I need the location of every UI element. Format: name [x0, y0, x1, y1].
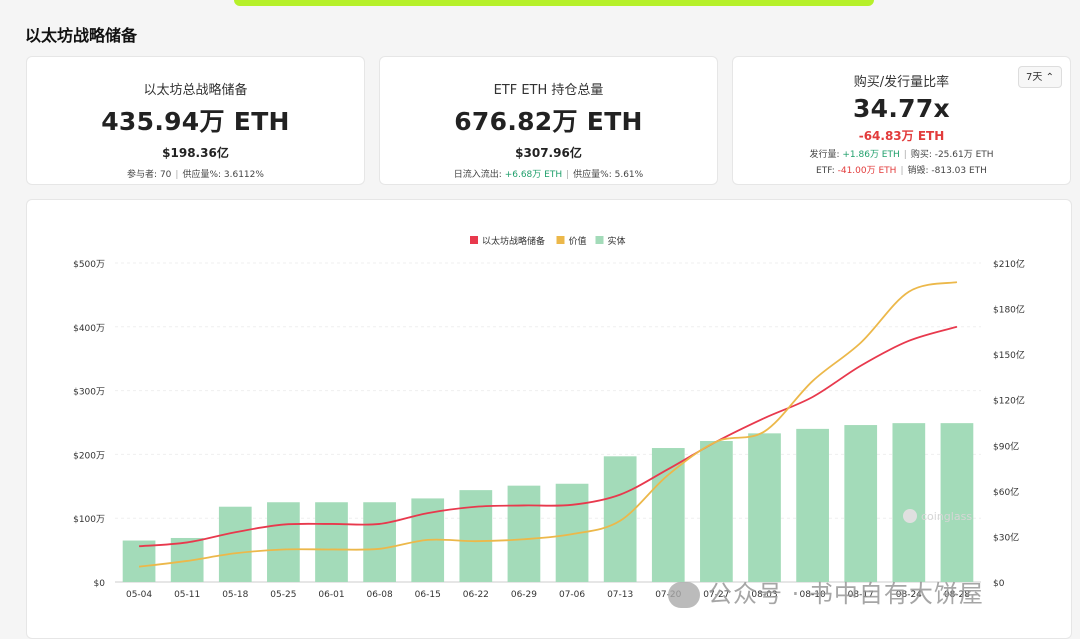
x-axis-tick: 06-15 — [415, 590, 441, 600]
left-axis-tick: $500万 — [73, 260, 105, 270]
x-axis-tick: 06-08 — [367, 590, 393, 600]
etf-label: ETF: — [816, 166, 838, 176]
card-value: 435.94万 ETH — [101, 107, 290, 136]
period-value: 7天 — [1026, 72, 1043, 83]
entity-bar — [122, 540, 156, 582]
card-value: 676.82万 ETH — [454, 107, 643, 136]
entity-bar — [844, 425, 878, 582]
right-axis-tick: $0 — [993, 579, 1005, 589]
entity-bar — [700, 441, 733, 582]
entity-bar — [748, 433, 781, 582]
right-axis-tick: $30亿 — [993, 531, 1019, 543]
x-axis-tick: 06-22 — [463, 590, 489, 600]
daily-flow-label: 日流入流出: — [453, 170, 505, 180]
entity-bar — [507, 485, 541, 582]
legend-label: 以太坊战略储备 — [482, 235, 545, 247]
issuance-label: 发行量: — [809, 150, 843, 160]
card-meta-line-2: ETF: -41.00万 ETH | 销毁: -813.03 ETH — [816, 166, 987, 176]
entity-bar — [218, 506, 252, 582]
entity-bar — [363, 502, 396, 582]
legend-swatch — [470, 236, 478, 244]
x-axis-tick: 08-17 — [848, 590, 874, 600]
card-usd-value: $307.96亿 — [515, 146, 582, 160]
legend-label: 价值 — [569, 235, 587, 247]
card-usd-value: $198.36亿 — [162, 146, 229, 160]
left-axis-tick: $100万 — [73, 515, 105, 525]
burn-text: 销毁: -813.03 ETH — [907, 166, 987, 176]
right-axis-tick: $60亿 — [993, 486, 1019, 498]
left-axis-tick: $200万 — [73, 451, 105, 461]
legend-label: 实体 — [608, 235, 626, 247]
x-axis-tick: 08-28 — [944, 590, 970, 600]
entity-bar — [603, 456, 637, 582]
purchase-text: 购买: -25.61万 ETH — [910, 150, 994, 160]
total-reserve-card: 以太坊总战略储备 435.94万 ETH $198.36亿 参与者: 70 | 供应… — [26, 56, 365, 185]
entity-bar — [651, 448, 685, 582]
x-axis-tick: 06-29 — [511, 590, 537, 600]
watermark-text: 公众号 · 书中自有大饼屋 — [708, 580, 984, 608]
entity-bar — [315, 502, 348, 582]
card-value: 34.77x — [852, 94, 950, 123]
wechat-watermark: 公众号 · 书中自有大饼屋 — [668, 574, 984, 609]
left-axis-tick: $300万 — [73, 388, 105, 398]
issuance-value: +1.86万 ETH — [842, 150, 900, 160]
top-accent-bar — [234, 0, 874, 6]
left-axis-tick: $0 — [94, 579, 106, 589]
card-meta: 参与者: 70 | 供应量%: 3.6112% — [127, 170, 264, 180]
entity-bar — [892, 423, 926, 582]
period-select[interactable]: 7天 ⌃ — [1018, 66, 1062, 88]
page-title: 以太坊战略储备 — [25, 26, 138, 45]
reserve-line — [138, 325, 958, 548]
buy-issuance-ratio-card: 7天 ⌃ 购买/发行量比率 34.77x -64.83万 ETH 发行量: +1… — [732, 56, 1071, 185]
legend-swatch — [556, 236, 565, 244]
left-axis-tick: $400万 — [73, 324, 105, 334]
entity-bar — [267, 502, 300, 582]
net-change-value: -64.83万 ETH — [858, 129, 945, 143]
supply-pct-text: 供应量%: 3.6112% — [182, 170, 264, 180]
etf-holdings-card: ETF ETH 持仓总量 676.82万 ETH $307.96亿 日流入流出:… — [379, 56, 718, 185]
x-axis-tick: 07-06 — [559, 590, 585, 600]
right-axis-tick: $90亿 — [993, 440, 1019, 452]
card-label: 以太坊总战略储备 — [143, 83, 248, 98]
x-axis-tick: 05-18 — [222, 590, 248, 600]
card-meta-line-1: 发行量: +1.86万 ETH | 购买: -25.61万 ETH — [809, 150, 994, 160]
entity-bar — [796, 428, 829, 582]
x-axis-tick: 06-01 — [318, 590, 344, 600]
right-axis-tick: $150亿 — [993, 349, 1025, 361]
coinglass-logo-icon — [903, 509, 917, 523]
legend-swatch — [595, 236, 604, 244]
supply-pct-text: 供应量%: 5.61% — [573, 170, 644, 180]
card-label: 购买/发行量比率 — [853, 75, 950, 90]
card-meta: 日流入流出: +6.68万 ETH | 供应量%: 5.61% — [453, 170, 644, 180]
x-axis-tick: 08-10 — [800, 590, 826, 600]
x-axis-tick: 08-03 — [751, 590, 777, 600]
right-axis-tick: $180亿 — [993, 304, 1025, 316]
x-axis-tick: 05-25 — [270, 590, 296, 600]
right-axis-tick: $210亿 — [993, 258, 1025, 270]
card-label: ETF ETH 持仓总量 — [493, 83, 604, 98]
x-axis-tick: 07-13 — [607, 590, 633, 600]
right-axis-tick: $120亿 — [993, 395, 1025, 407]
participants-text: 参与者: 70 — [127, 170, 172, 180]
entity-bar — [459, 490, 493, 582]
etf-value: -41.00万 ETH — [837, 166, 897, 176]
x-axis-tick: 05-04 — [126, 590, 152, 600]
wechat-icon — [668, 582, 700, 608]
chart-panel: $0 $100万 $200万 $300万 $400万 $500万 $0 $30亿 $60亿 $90… — [26, 199, 1072, 639]
entity-bar — [940, 423, 974, 582]
daily-flow-value: +6.68万 ETH — [504, 170, 563, 180]
coinglass-watermark: coinglass — [921, 510, 972, 523]
x-axis-tick: 07-27 — [703, 590, 729, 600]
x-axis-tick: 08-24 — [896, 590, 922, 600]
value-line — [138, 281, 958, 568]
sort-arrows-icon: ⌃ — [1045, 72, 1054, 83]
x-axis-tick: 05-11 — [174, 590, 200, 600]
